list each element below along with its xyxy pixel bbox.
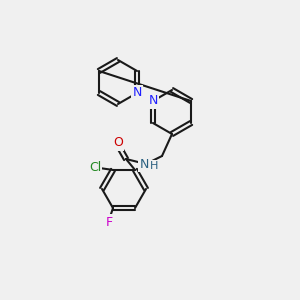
Text: N: N [132,86,142,100]
Text: F: F [105,216,112,229]
Text: N: N [139,158,149,170]
Text: Cl: Cl [89,161,101,174]
Text: N: N [148,94,158,107]
Text: O: O [113,136,123,149]
Text: H: H [150,161,158,171]
